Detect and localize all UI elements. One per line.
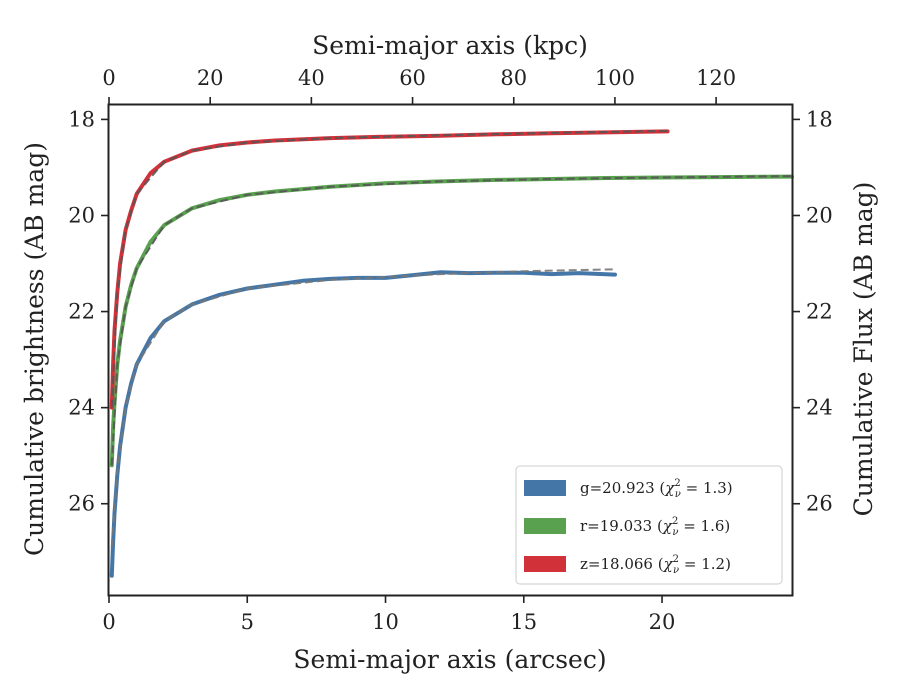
legend-box (515, 465, 783, 585)
x2-tick-label: 120 (696, 66, 736, 90)
model-line-z (110, 129, 668, 408)
legend-label: r=19.033 (χ2 ν = 1.6) (580, 516, 730, 538)
x2-tick-label: 80 (500, 66, 527, 90)
series-line-r (109, 174, 794, 468)
x2-tick-label: 100 (595, 66, 635, 90)
y-axis-title: Cumulative brightness (AB mag) (20, 142, 49, 556)
plot-frame (107, 103, 794, 597)
x-tick-label: 15 (510, 610, 537, 634)
model-line-g (110, 268, 616, 548)
y2-tick-label: 18 (806, 107, 833, 131)
y-tick-label: 24 (68, 396, 95, 420)
y2-axis-title: Cumulative Flux (AB mag) (849, 182, 878, 517)
plot-area (109, 129, 794, 578)
legend-entries: g=20.923 (χ2 ν = 1.3) r=19.033 (χ2 ν = 1.6)… (524, 478, 733, 576)
y-tick-label: 22 (68, 300, 95, 324)
y2-tick-label: 22 (806, 300, 833, 324)
y2-tick-label: 20 (806, 203, 833, 227)
y-tick-label: 20 (68, 203, 95, 227)
x-axis-title: Semi-major axis (arcsec) (293, 645, 606, 674)
y-tick-label: 18 (68, 107, 95, 131)
x-tick-label: 20 (649, 610, 676, 634)
legend-swatch (524, 556, 566, 572)
axis-ticks: 0 5 10 15 20 0 20 40 60 80 100 120 18 20 22 24 26 18 20 22 2… (68, 66, 832, 634)
x2-tick-label: 20 (197, 66, 224, 90)
x-tick-label: 10 (372, 610, 399, 634)
legend-swatch (524, 518, 566, 534)
x-tick-label: 0 (102, 610, 115, 634)
y2-tick-label: 24 (806, 396, 833, 420)
x-tick-label: 5 (241, 610, 254, 634)
y2-tick-label: 26 (806, 492, 833, 516)
x2-tick-label: 60 (399, 66, 426, 90)
model-line-r (110, 175, 793, 466)
x2-tick-label: 0 (102, 66, 115, 90)
y-tick-label: 26 (68, 492, 95, 516)
x2-axis-title: Semi-major axis (kpc) (312, 31, 588, 60)
legend-swatch (524, 480, 566, 496)
legend-label: z=18.066 (χ2 ν = 1.2) (580, 554, 731, 576)
legend: g=20.923 (χ2 ν = 1.3) r=19.033 (χ2 ν = 1.6)… (515, 465, 783, 585)
legend-label: g=20.923 (χ2 ν = 1.3) (580, 478, 733, 500)
x2-tick-label: 40 (298, 66, 325, 90)
